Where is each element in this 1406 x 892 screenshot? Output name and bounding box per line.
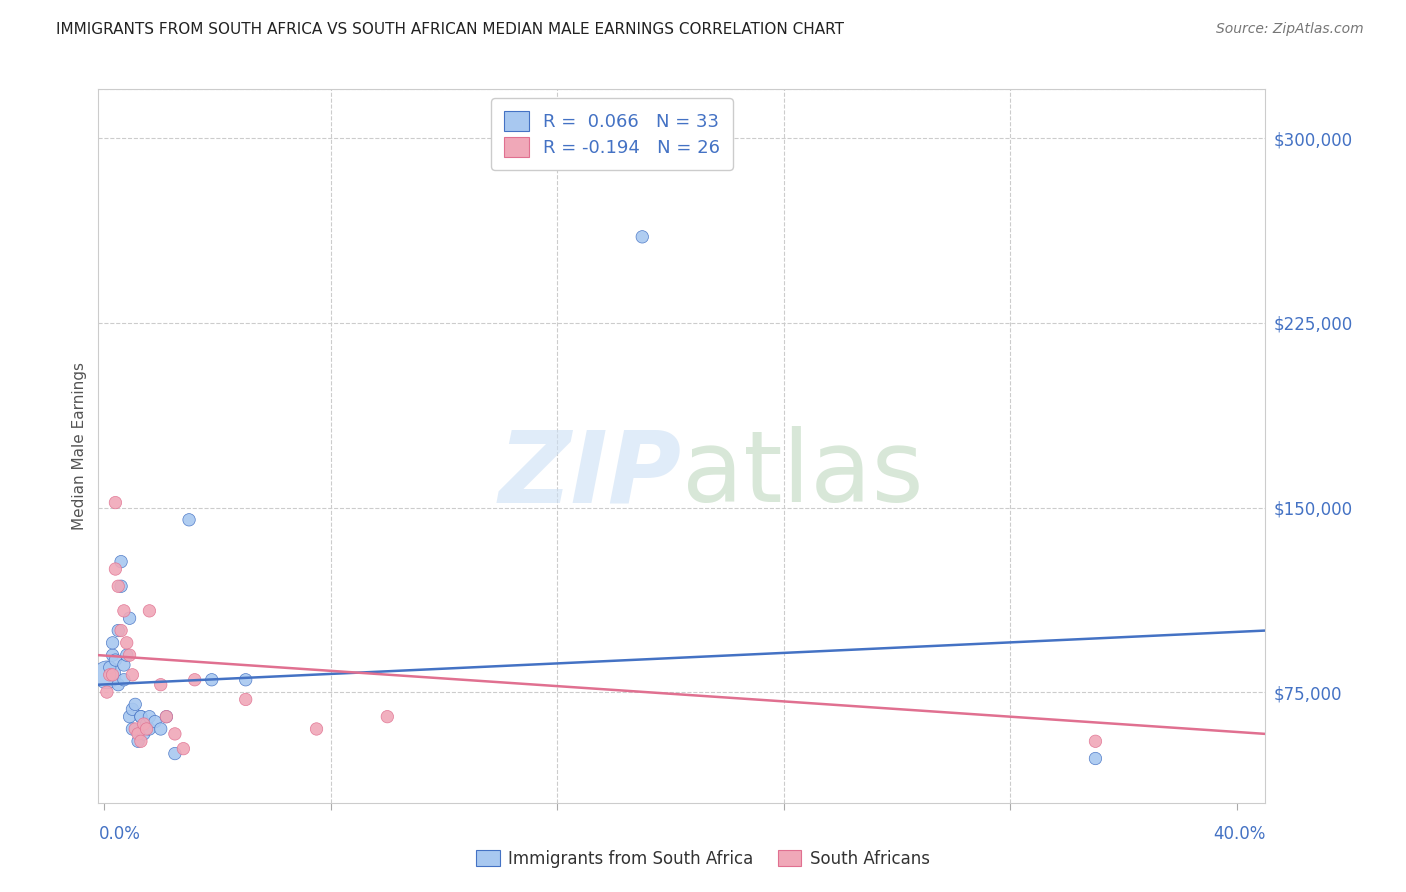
Legend: R =  0.066   N = 33, R = -0.194   N = 26: R = 0.066 N = 33, R = -0.194 N = 26: [491, 98, 733, 169]
Legend: Immigrants from South Africa, South Africans: Immigrants from South Africa, South Afri…: [470, 844, 936, 875]
Point: [118, 648, 141, 662]
Point: [124, 698, 146, 712]
Point: [129, 734, 152, 748]
Point: [132, 727, 155, 741]
Point: [177, 513, 200, 527]
Point: [135, 722, 157, 736]
Point: [155, 709, 177, 723]
Point: [631, 230, 654, 244]
Point: [104, 495, 127, 509]
Text: Source: ZipAtlas.com: Source: ZipAtlas.com: [1216, 22, 1364, 37]
Text: 0.0%: 0.0%: [98, 825, 141, 843]
Point: [172, 741, 194, 756]
Point: [101, 668, 124, 682]
Point: [121, 668, 143, 682]
Point: [115, 648, 138, 662]
Point: [305, 722, 328, 736]
Point: [138, 604, 160, 618]
Y-axis label: Median Male Earnings: Median Male Earnings: [72, 362, 87, 530]
Point: [163, 727, 186, 741]
Point: [101, 636, 124, 650]
Point: [110, 555, 132, 569]
Point: [129, 709, 152, 723]
Point: [163, 747, 186, 761]
Point: [112, 658, 135, 673]
Point: [118, 709, 141, 723]
Point: [112, 604, 135, 618]
Point: [107, 579, 129, 593]
Point: [375, 709, 398, 723]
Point: [98, 668, 121, 682]
Point: [143, 714, 166, 729]
Text: ZIP: ZIP: [499, 426, 682, 523]
Point: [118, 611, 141, 625]
Point: [138, 709, 160, 723]
Point: [121, 722, 143, 736]
Point: [135, 717, 157, 731]
Point: [104, 562, 127, 576]
Point: [101, 648, 124, 662]
Point: [129, 709, 152, 723]
Point: [98, 660, 121, 674]
Point: [1084, 751, 1107, 765]
Text: 40.0%: 40.0%: [1213, 825, 1265, 843]
Point: [107, 678, 129, 692]
Point: [112, 673, 135, 687]
Point: [155, 709, 177, 723]
Point: [183, 673, 205, 687]
Point: [138, 722, 160, 736]
Point: [110, 579, 132, 593]
Point: [132, 717, 155, 731]
Point: [115, 636, 138, 650]
Point: [149, 678, 172, 692]
Point: [107, 624, 129, 638]
Point: [104, 653, 127, 667]
Point: [127, 734, 149, 748]
Point: [96, 685, 118, 699]
Point: [124, 722, 146, 736]
Point: [121, 702, 143, 716]
Point: [149, 722, 172, 736]
Point: [201, 673, 224, 687]
Point: [110, 624, 132, 638]
Point: [127, 727, 149, 741]
Text: atlas: atlas: [682, 426, 924, 523]
Text: IMMIGRANTS FROM SOUTH AFRICA VS SOUTH AFRICAN MEDIAN MALE EARNINGS CORRELATION C: IMMIGRANTS FROM SOUTH AFRICA VS SOUTH AF…: [56, 22, 844, 37]
Point: [235, 673, 257, 687]
Point: [96, 668, 118, 682]
Point: [235, 692, 257, 706]
Point: [1084, 734, 1107, 748]
